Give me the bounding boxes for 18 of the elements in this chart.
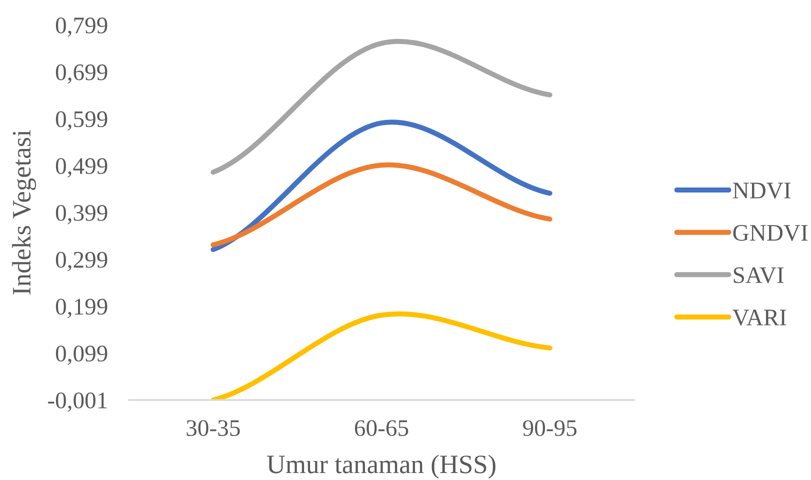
y-tick-label: 0,099 (56, 346, 108, 365)
y-tick-label: 0,199 (56, 298, 108, 318)
y-tick-label: 0,499 (56, 158, 108, 178)
legend-label: SAVI (734, 267, 784, 284)
y-tick-label: 0,699 (56, 64, 108, 84)
y-tick-label: 0,799 (56, 17, 108, 37)
legend-label: NDVI (732, 182, 790, 199)
y-tick-label: 0,399 (56, 204, 108, 224)
x-tick-label: 90-95 (523, 420, 576, 436)
x-axis-title: Umur tanaman (HSS) (266, 454, 496, 479)
x-tick-label: 30-35 (186, 420, 240, 436)
legend-label: GNDVI (733, 224, 808, 241)
y-tick-label: -0,001 (48, 392, 107, 412)
legend-label: VARI (732, 310, 786, 326)
x-tick-label: 60-65 (354, 420, 408, 436)
y-tick-label: 0,299 (56, 252, 108, 272)
y-axis-title: Indeks Vegetasi (12, 130, 36, 294)
y-tick-label: 0,599 (56, 111, 108, 131)
